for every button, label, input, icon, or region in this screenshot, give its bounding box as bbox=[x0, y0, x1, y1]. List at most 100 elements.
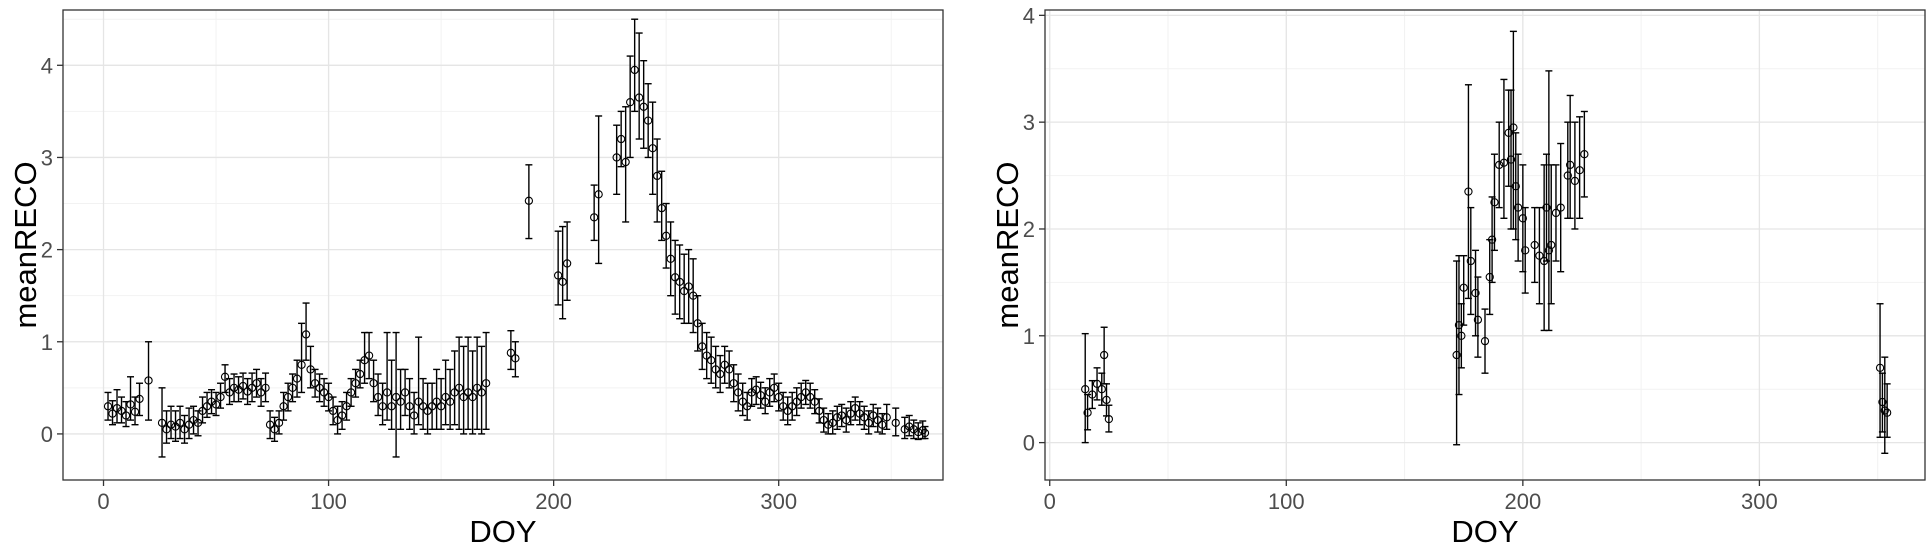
data-point bbox=[112, 403, 122, 413]
error-bar bbox=[334, 405, 342, 435]
data-point bbox=[1102, 395, 1111, 405]
error-bar bbox=[617, 110, 625, 168]
error-bar bbox=[1495, 121, 1503, 209]
error-bar bbox=[901, 416, 909, 440]
data-marks bbox=[1081, 30, 1892, 454]
error-bar bbox=[739, 382, 747, 417]
data-point bbox=[414, 397, 423, 406]
data-point bbox=[468, 392, 477, 402]
error-bar bbox=[473, 336, 481, 431]
error-bar bbox=[145, 341, 153, 421]
error-bar bbox=[383, 331, 391, 421]
data-point bbox=[1081, 385, 1090, 394]
error-bar bbox=[1883, 383, 1891, 438]
data-point bbox=[666, 254, 675, 263]
data-point bbox=[729, 379, 738, 388]
data-point bbox=[229, 383, 239, 392]
error-bar bbox=[181, 414, 189, 444]
data-point bbox=[1513, 203, 1523, 212]
error-bar bbox=[775, 382, 783, 412]
data-point bbox=[202, 402, 212, 411]
error-bar bbox=[842, 407, 850, 433]
data-point bbox=[680, 286, 689, 296]
error-bar bbox=[860, 405, 868, 431]
error-bar bbox=[194, 410, 202, 437]
error-bar bbox=[878, 412, 886, 435]
data-point bbox=[1544, 246, 1554, 255]
data-point bbox=[373, 392, 383, 402]
error-bar bbox=[464, 336, 472, 431]
data-point bbox=[301, 330, 311, 339]
data-point bbox=[450, 388, 459, 397]
error-bar bbox=[356, 359, 364, 389]
data-point bbox=[387, 402, 396, 411]
error-bar bbox=[136, 382, 144, 417]
data-point bbox=[1097, 385, 1106, 394]
error-bar bbox=[320, 377, 328, 407]
error-bar bbox=[127, 376, 135, 421]
data-point bbox=[824, 420, 833, 429]
data-point bbox=[427, 402, 437, 411]
y-tick-label: 3 bbox=[41, 145, 53, 170]
error-bar bbox=[442, 359, 450, 426]
error-bar bbox=[905, 414, 913, 437]
error-bar bbox=[1490, 153, 1498, 252]
data-point bbox=[220, 372, 230, 381]
error-bar bbox=[1576, 116, 1584, 219]
x-axis-title: DOY bbox=[1451, 514, 1518, 549]
error-bar bbox=[511, 341, 519, 378]
data-point bbox=[1452, 350, 1461, 360]
error-bar bbox=[460, 345, 468, 435]
error-bar bbox=[446, 368, 454, 431]
error-bar bbox=[658, 170, 666, 242]
data-point bbox=[310, 379, 320, 388]
data-point bbox=[846, 409, 855, 418]
error-bar bbox=[631, 18, 639, 113]
data-point bbox=[405, 402, 414, 411]
error-bar bbox=[118, 396, 126, 424]
data-point bbox=[657, 203, 666, 213]
data-point bbox=[369, 379, 378, 388]
error-bar bbox=[883, 403, 891, 431]
plot-background bbox=[1045, 10, 1925, 480]
data-point bbox=[873, 415, 882, 425]
error-bar bbox=[856, 400, 864, 426]
error-bar bbox=[797, 382, 805, 409]
data-point bbox=[477, 388, 486, 397]
data-point bbox=[297, 360, 306, 369]
data-point bbox=[315, 383, 324, 392]
data-point bbox=[779, 402, 788, 411]
error-bar bbox=[347, 377, 355, 407]
data-point bbox=[1490, 198, 1499, 207]
error-bar bbox=[1566, 94, 1574, 219]
data-point bbox=[684, 282, 693, 291]
error-bar bbox=[644, 83, 652, 159]
y-axis-title: meanRECO bbox=[990, 161, 1025, 328]
data-point bbox=[130, 407, 140, 416]
error-bar bbox=[1460, 254, 1468, 326]
error-bar bbox=[748, 377, 756, 407]
error-bar bbox=[730, 364, 738, 403]
data-point bbox=[216, 392, 225, 402]
error-bar bbox=[640, 59, 648, 149]
error-bar bbox=[185, 407, 193, 440]
data-point bbox=[445, 397, 455, 406]
data-point bbox=[761, 397, 770, 406]
data-point bbox=[1499, 158, 1509, 167]
error-bar bbox=[478, 345, 486, 435]
data-point bbox=[828, 418, 837, 428]
data-point bbox=[292, 374, 302, 383]
error-bar bbox=[262, 372, 270, 403]
x-tick-label: 0 bbox=[1044, 489, 1056, 514]
right-panel: 0 100 200 300 0 1 2 3 4 DOY meanRECO bbox=[990, 3, 1926, 549]
error-bar bbox=[253, 368, 261, 398]
data-point bbox=[698, 342, 707, 351]
data-point bbox=[274, 418, 284, 428]
error-bar bbox=[667, 221, 675, 297]
error-bar bbox=[676, 244, 684, 320]
data-point bbox=[506, 348, 516, 357]
data-point bbox=[707, 356, 716, 365]
data-point bbox=[1473, 315, 1483, 324]
data-point bbox=[621, 157, 630, 167]
data-point bbox=[819, 415, 828, 425]
